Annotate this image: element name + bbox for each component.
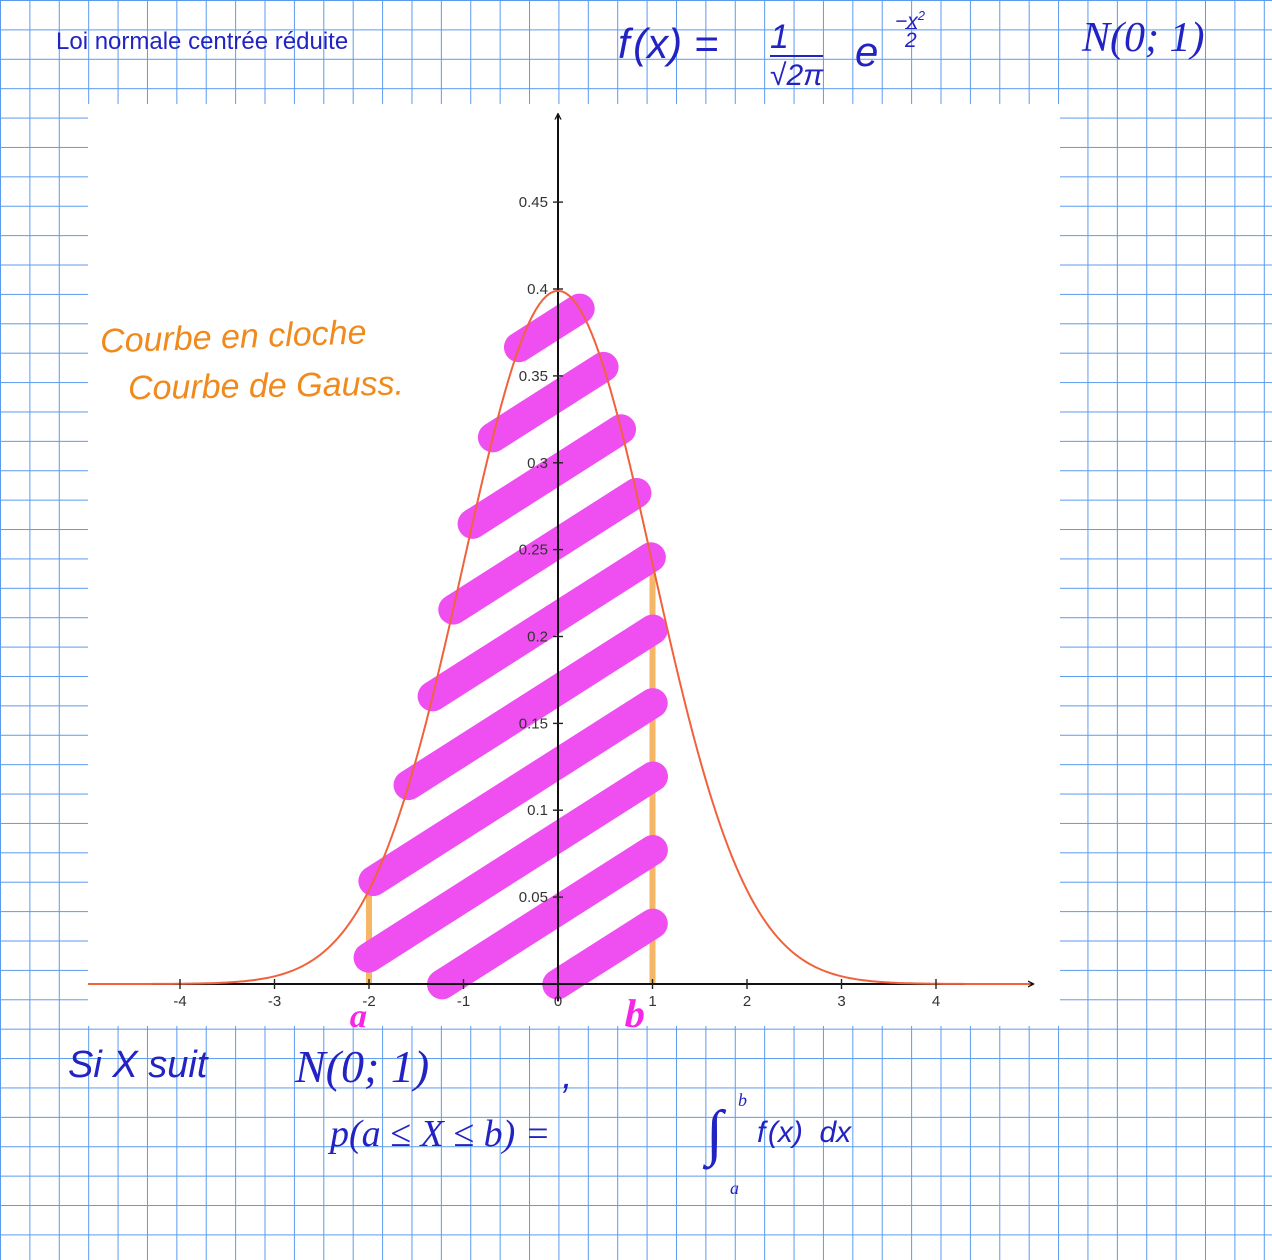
svg-text:0.3: 0.3	[527, 455, 548, 472]
svg-text:3: 3	[837, 993, 845, 1010]
svg-text:2: 2	[743, 993, 751, 1010]
svg-text:0.35: 0.35	[519, 368, 548, 385]
svg-text:0.2: 0.2	[527, 629, 548, 646]
svg-text:-3: -3	[268, 993, 281, 1010]
svg-text:0.4: 0.4	[527, 281, 548, 298]
svg-text:0: 0	[554, 993, 562, 1010]
svg-text:-4: -4	[173, 993, 186, 1010]
svg-text:0.15: 0.15	[519, 715, 548, 732]
svg-text:-1: -1	[457, 993, 470, 1010]
svg-text:0.45: 0.45	[519, 194, 548, 211]
svg-text:0.1: 0.1	[527, 802, 548, 819]
svg-text:0.05: 0.05	[519, 889, 548, 906]
svg-text:4: 4	[932, 993, 940, 1010]
svg-text:0.25: 0.25	[519, 542, 548, 559]
svg-text:1: 1	[648, 993, 656, 1010]
